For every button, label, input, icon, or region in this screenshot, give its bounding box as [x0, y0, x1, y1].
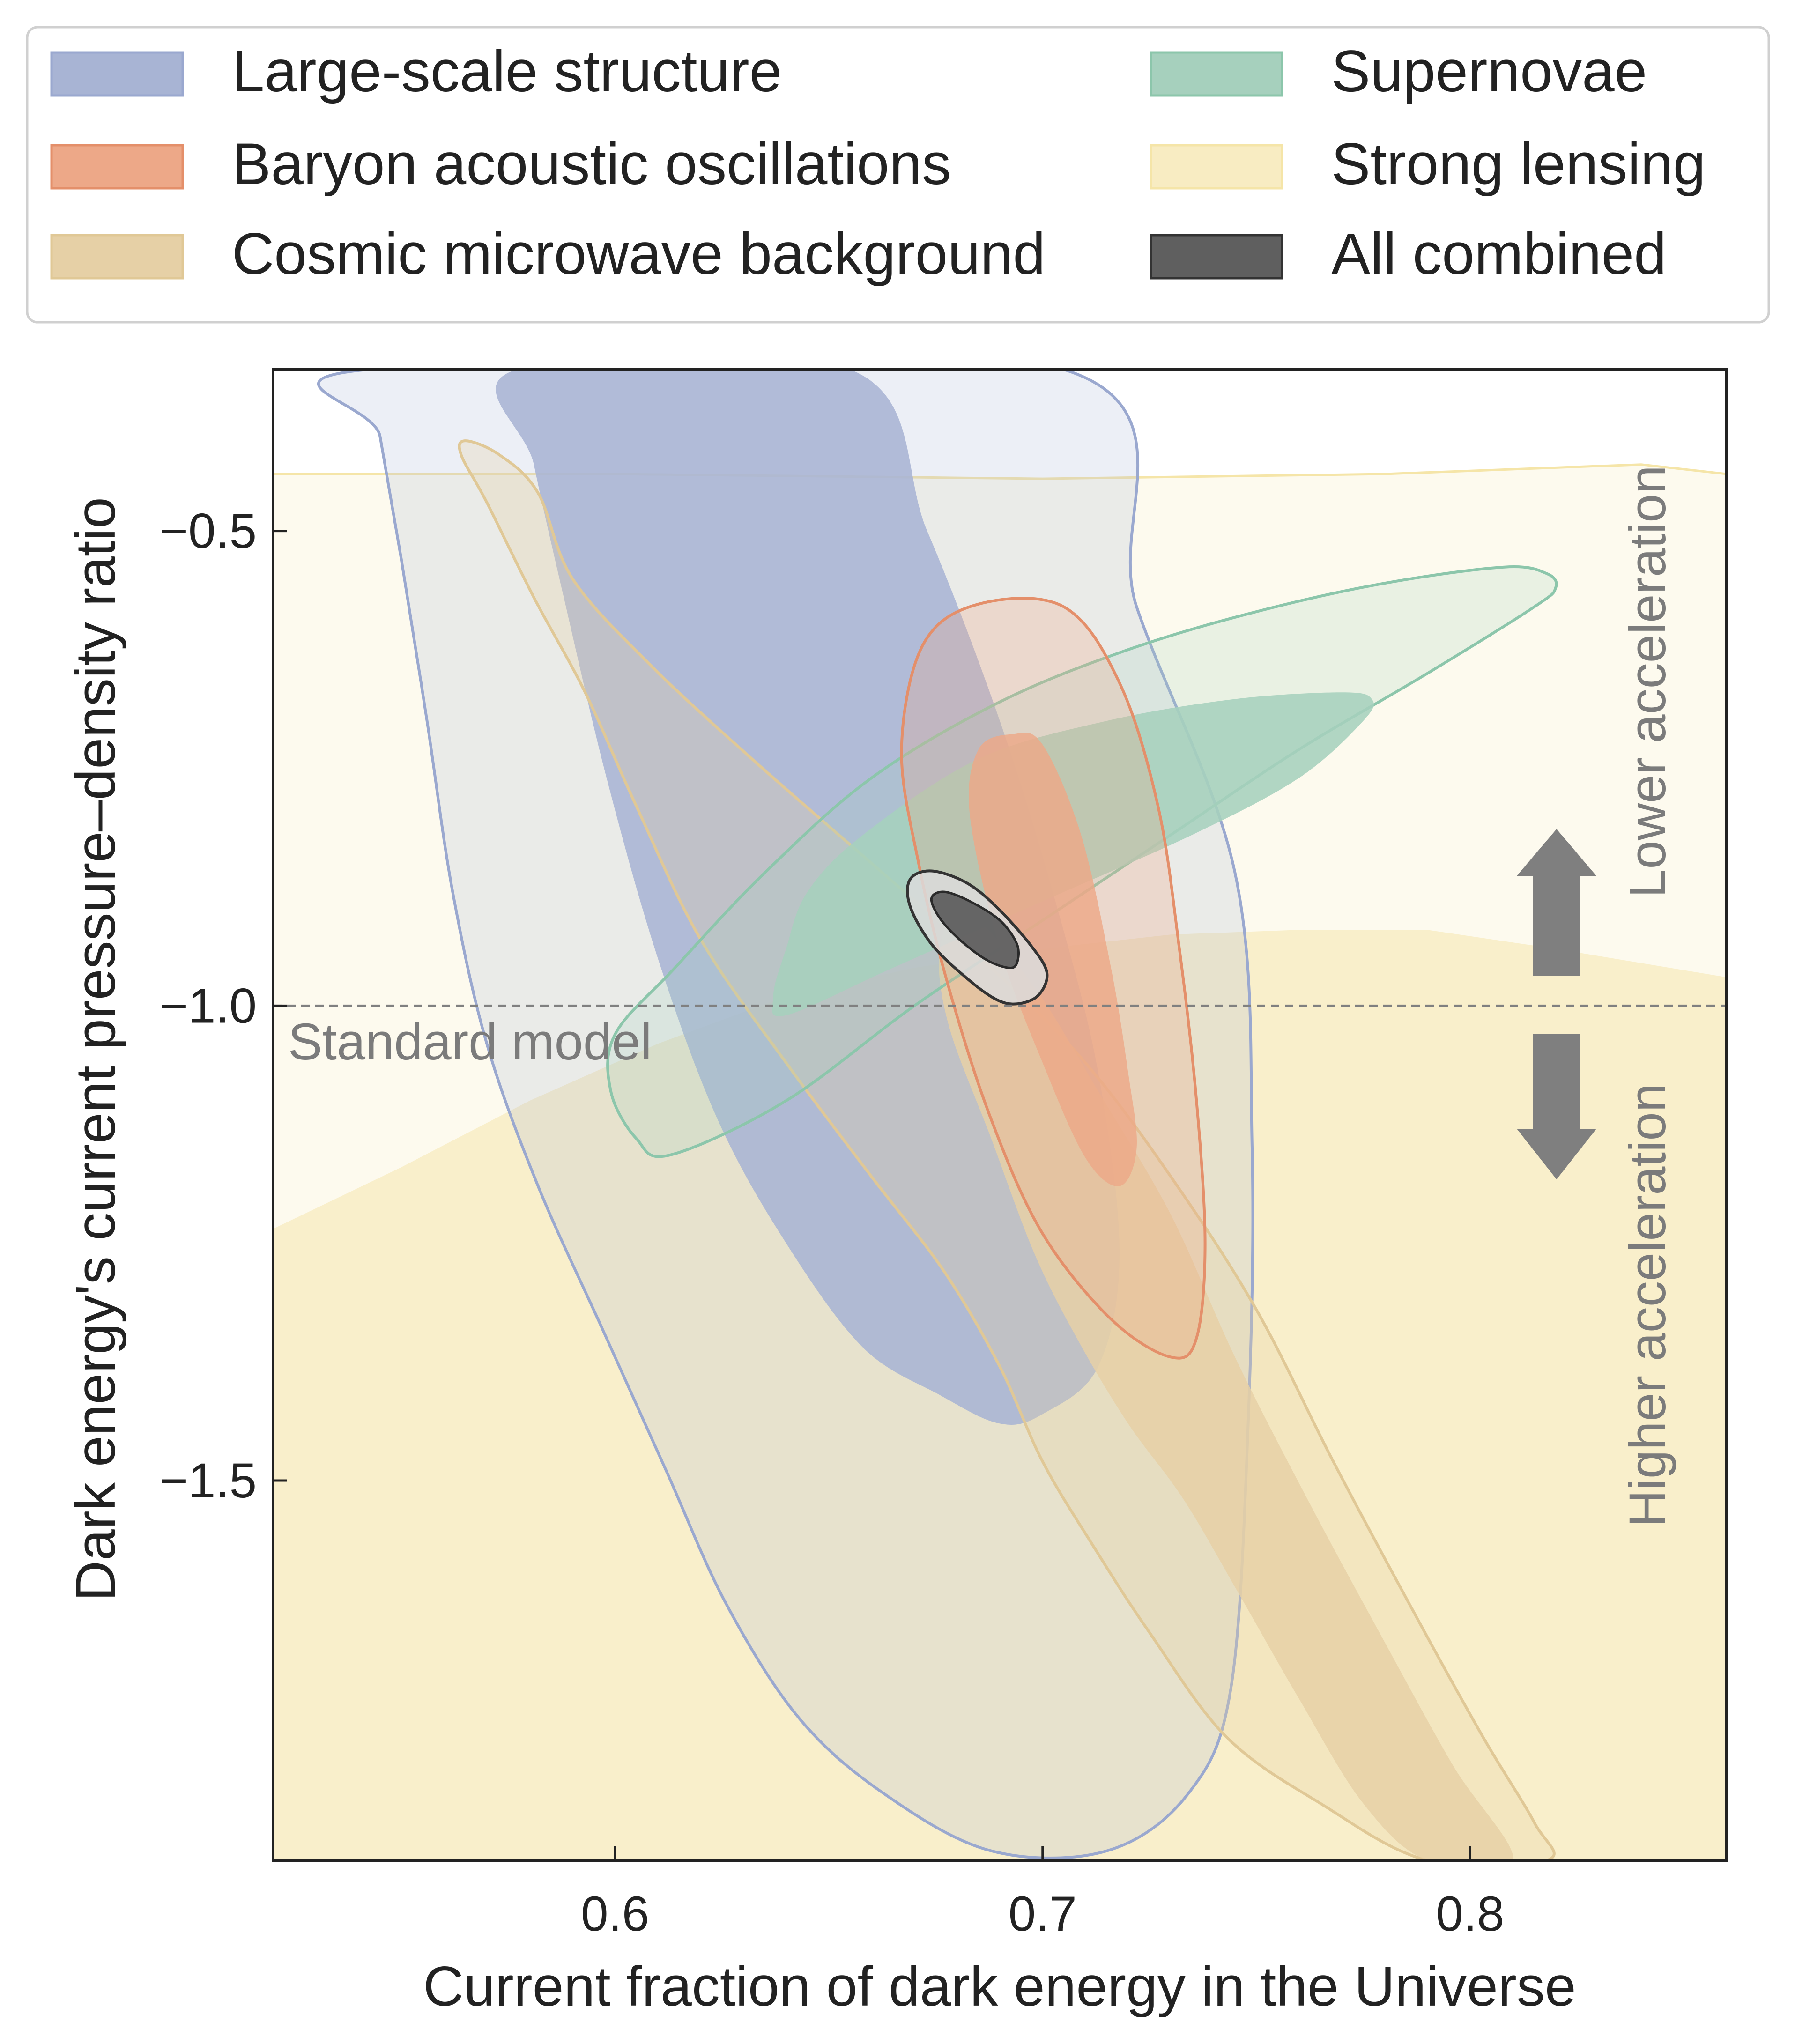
plot-area: Standard model Lower acceleration Higher… — [272, 368, 1728, 1862]
x-tick-label: 0.6 — [581, 1887, 649, 1941]
legend-swatch — [50, 234, 184, 280]
legend-swatch — [1150, 51, 1283, 97]
legend-swatch — [1150, 144, 1283, 190]
legend-label: Strong lensing — [1331, 132, 1706, 197]
all-combined-inner-contour — [930, 890, 1020, 969]
legend-swatch — [50, 144, 184, 190]
legend-entry-supernovae: Supernovae — [1150, 39, 1647, 104]
legend-label: Supernovae — [1331, 39, 1647, 104]
x-axis-label: Current fraction of dark energy in the U… — [423, 1955, 1576, 2018]
legend-entry-all-combined: All combined — [1150, 222, 1667, 287]
legend-swatch — [50, 51, 184, 97]
legend-swatch — [1150, 234, 1283, 280]
x-axis: 0.6 0.7 0.8 — [581, 1846, 1504, 1941]
y-tick-label: −1.5 — [160, 1453, 257, 1508]
standard-model-label: Standard model — [288, 1013, 652, 1071]
legend-entry-large-scale-structure: Large-scale structure — [50, 39, 782, 104]
y-tick-label: −0.5 — [160, 504, 257, 559]
legend-entry-strong-lensing: Strong lensing — [1150, 132, 1706, 197]
legend-label: Cosmic microwave background — [232, 222, 1046, 287]
x-tick-label: 0.8 — [1436, 1887, 1504, 1941]
lower-acceleration-label: Lower acceleration — [1619, 465, 1676, 897]
legend-label: Large-scale structure — [232, 39, 782, 104]
arrow-down-icon — [1517, 1034, 1596, 1179]
x-tick-label: 0.7 — [1009, 1887, 1077, 1941]
y-axis: −0.5 −1.0 −1.5 — [160, 504, 287, 1508]
all-combined-series — [906, 869, 1049, 1006]
baryon-acoustic-oscillations-inner-contour — [969, 733, 1137, 1186]
legend-entry-baryon-acoustic-oscillations: Baryon acoustic oscillations — [50, 132, 951, 197]
plot-frame — [272, 368, 1728, 1862]
baryon-acoustic-oscillations-series — [900, 597, 1207, 1360]
y-tick-label: −1.0 — [160, 978, 257, 1033]
legend: Large-scale structure Baryon acoustic osc… — [26, 26, 1770, 324]
acceleration-arrows — [1517, 829, 1596, 1179]
legend-label: Baryon acoustic oscillations — [232, 132, 951, 197]
higher-acceleration-label: Higher acceleration — [1619, 1083, 1676, 1527]
y-axis-label: Dark energy's current pressure–density r… — [64, 497, 127, 1601]
legend-label: All combined — [1331, 222, 1667, 287]
legend-entry-cosmic-microwave-background: Cosmic microwave background — [50, 222, 1046, 287]
arrow-up-icon — [1517, 829, 1596, 976]
legend-frame — [26, 26, 1770, 324]
